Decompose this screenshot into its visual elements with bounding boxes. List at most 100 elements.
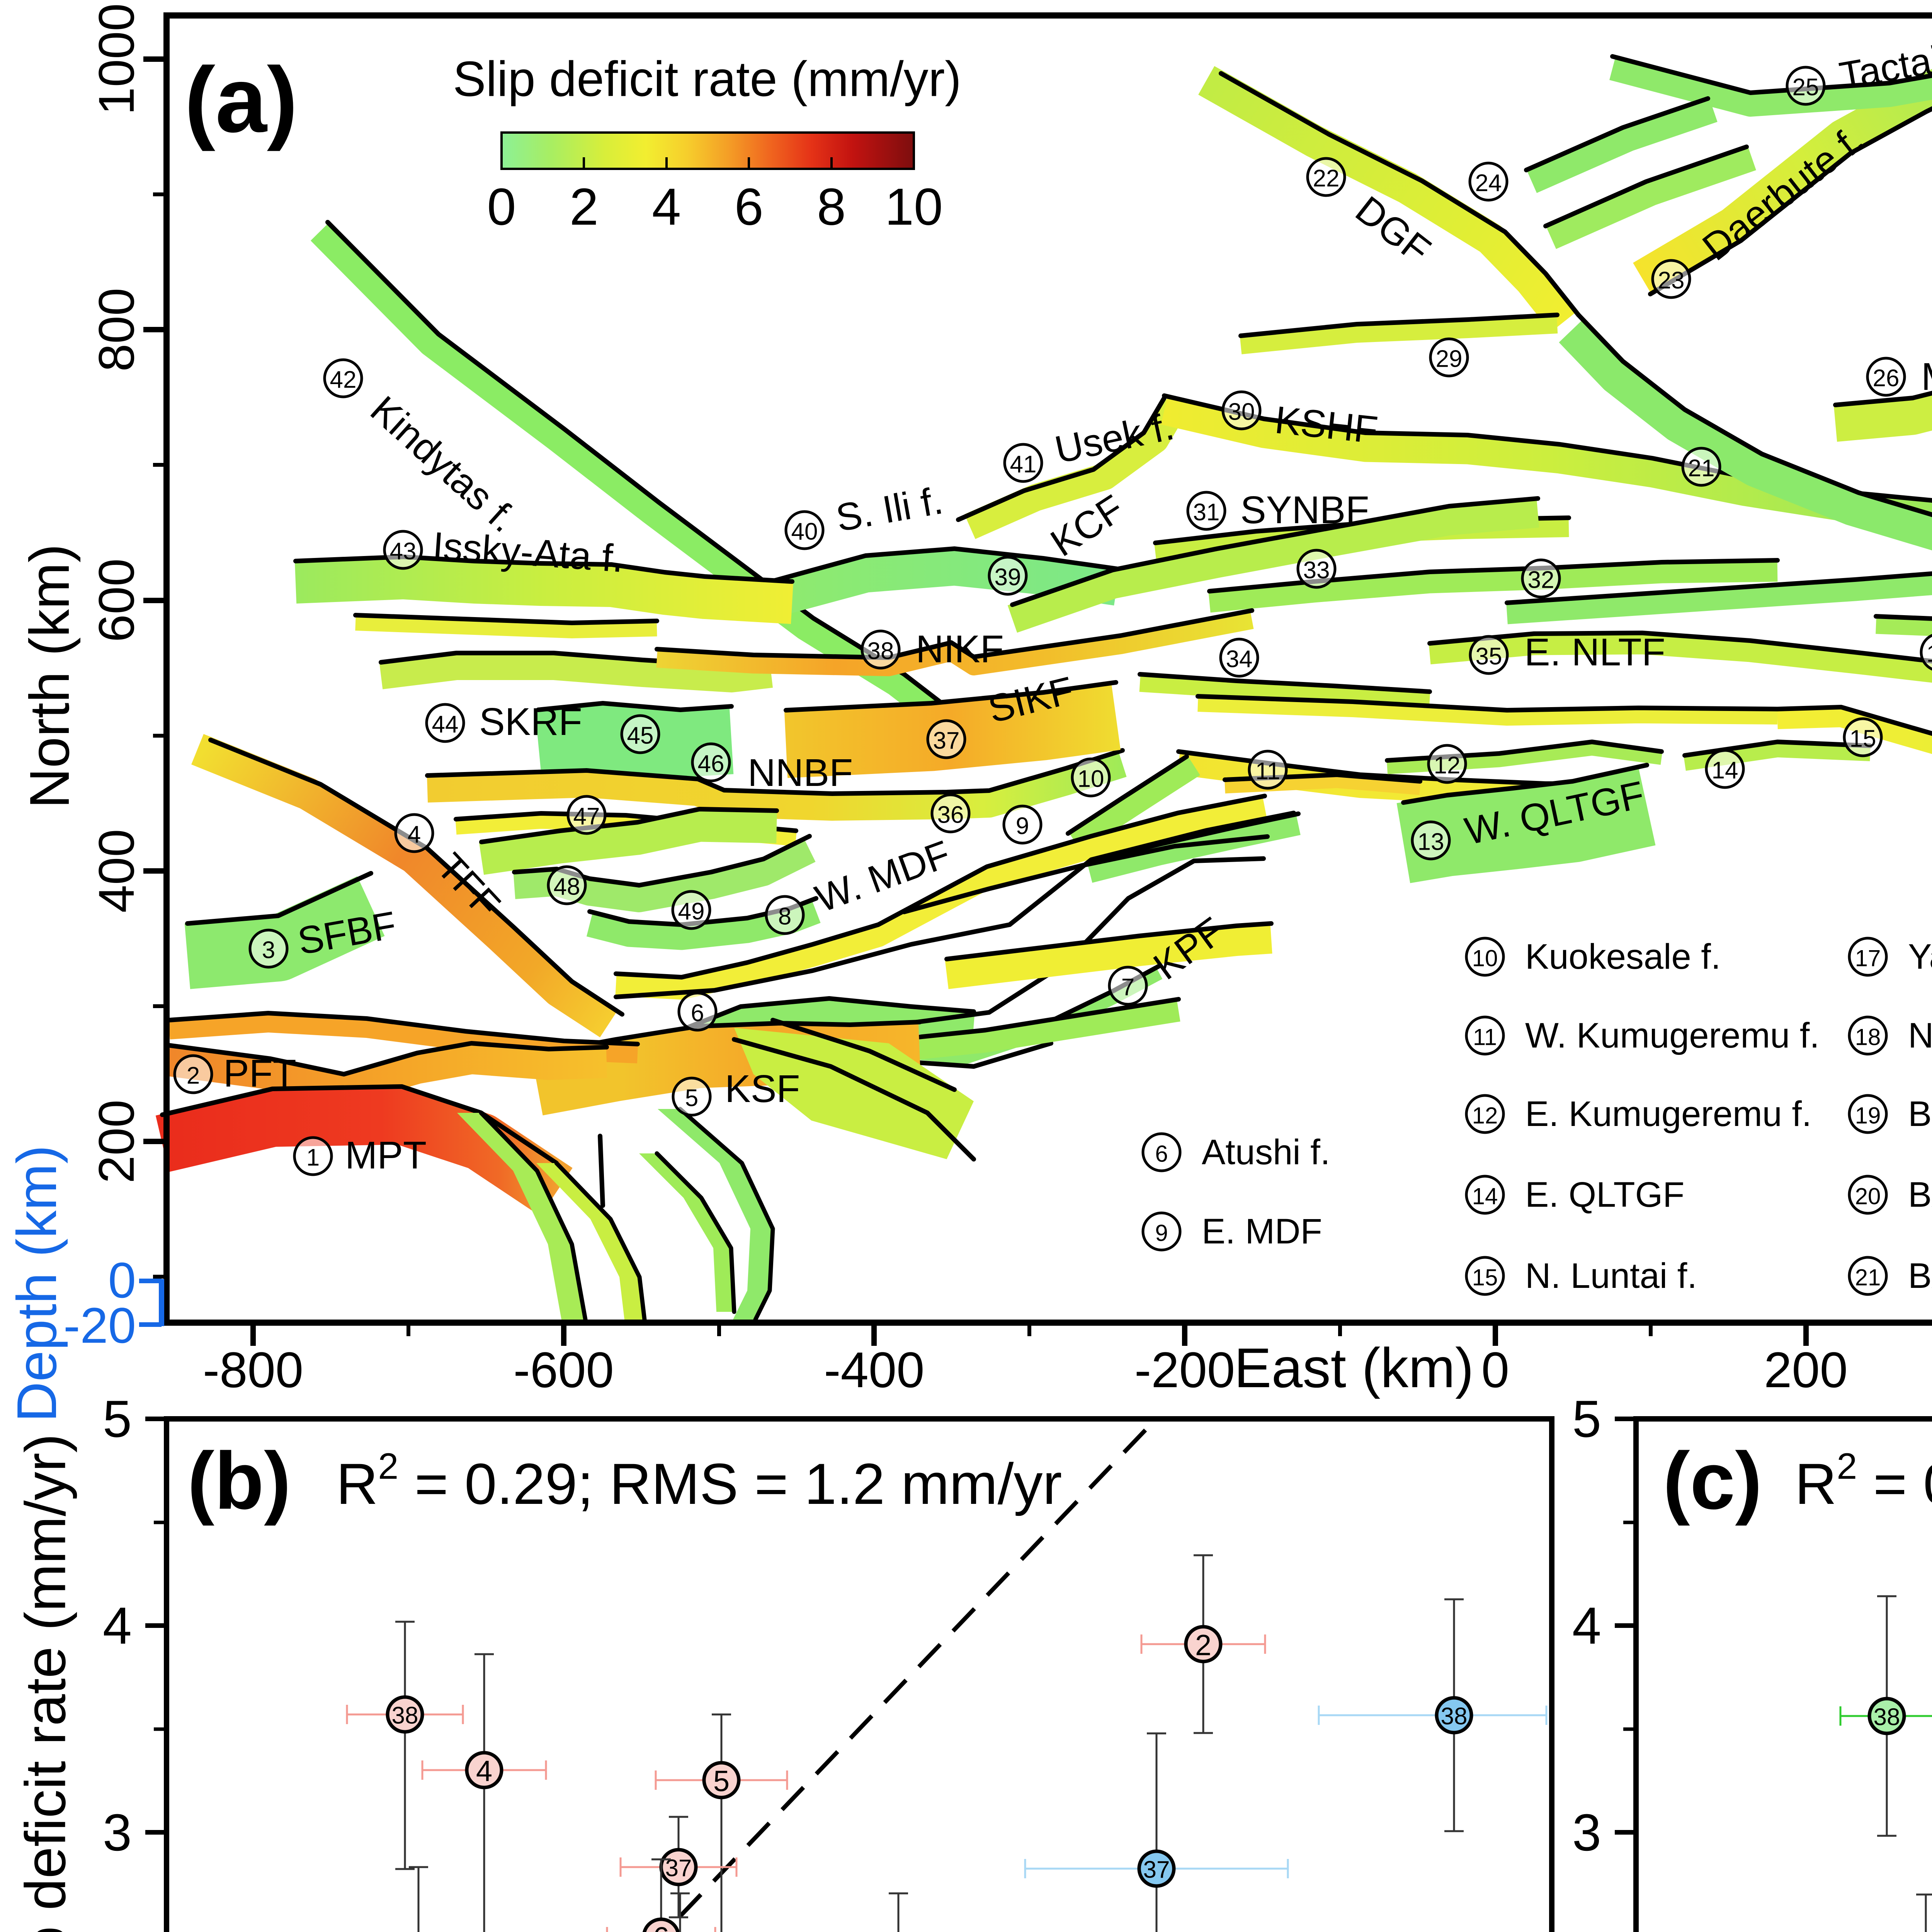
svg-text:7: 7 [1121, 974, 1134, 1001]
svg-text:15: 15 [1472, 1265, 1498, 1291]
svg-text:E. MDF: E. MDF [1202, 1212, 1322, 1251]
svg-text:38: 38 [867, 638, 894, 665]
svg-text:10: 10 [885, 178, 943, 236]
svg-text:3: 3 [103, 1803, 132, 1862]
svg-text:22: 22 [1313, 165, 1340, 192]
svg-text:13: 13 [1418, 829, 1444, 855]
svg-text:34: 34 [1226, 646, 1253, 673]
svg-text:SKRF: SKRF [479, 700, 582, 743]
svg-text:14: 14 [1712, 757, 1738, 784]
svg-text:E. NLTF: E. NLTF [1524, 631, 1665, 674]
svg-text:-600: -600 [514, 1342, 614, 1398]
svg-text:East (km): East (km) [1234, 1337, 1474, 1399]
svg-text:NNBF: NNBF [748, 751, 853, 794]
svg-text:38: 38 [392, 1702, 418, 1729]
svg-text:48: 48 [554, 874, 580, 900]
svg-text:21: 21 [1855, 1265, 1881, 1291]
svg-text:3: 3 [262, 937, 275, 964]
svg-text:25: 25 [1793, 74, 1819, 101]
svg-text:6: 6 [653, 1922, 669, 1932]
svg-text:Kuokesale f.: Kuokesale f. [1525, 937, 1721, 976]
svg-text:R2 = 0.60; RMS = 0.9 mm/yr: R2 = 0.60; RMS = 0.9 mm/yr [1795, 1446, 1932, 1516]
svg-text:BAF₁: BAF₁ [1908, 1175, 1932, 1214]
svg-text:5: 5 [1572, 1390, 1601, 1448]
svg-text:39: 39 [995, 564, 1021, 591]
svg-text:43: 43 [390, 538, 417, 565]
svg-text:5: 5 [685, 1085, 698, 1112]
svg-text:6: 6 [735, 178, 764, 236]
svg-text:SYNBF: SYNBF [1240, 488, 1369, 532]
svg-text:MPT: MPT [345, 1134, 427, 1177]
svg-text:-20: -20 [63, 1297, 136, 1354]
svg-text:6: 6 [691, 1000, 704, 1027]
svg-text:400: 400 [88, 829, 145, 913]
svg-text:30: 30 [1228, 399, 1255, 425]
svg-text:44: 44 [432, 711, 459, 738]
svg-text:1: 1 [306, 1145, 320, 1171]
svg-text:19: 19 [1927, 641, 1932, 667]
svg-text:46: 46 [698, 751, 724, 777]
svg-text:1000: 1000 [88, 3, 145, 115]
svg-text:-200: -200 [1134, 1342, 1235, 1398]
svg-text:0: 0 [108, 1252, 136, 1308]
svg-text:4: 4 [1572, 1597, 1601, 1655]
svg-text:0: 0 [1481, 1342, 1509, 1398]
svg-text:18: 18 [1855, 1024, 1881, 1050]
svg-text:26: 26 [1873, 365, 1900, 392]
svg-text:10: 10 [1078, 766, 1104, 793]
svg-text:14: 14 [1472, 1184, 1498, 1209]
svg-text:35: 35 [1476, 643, 1502, 670]
svg-text:4: 4 [652, 178, 681, 236]
svg-text:15: 15 [1850, 726, 1876, 752]
svg-text:4: 4 [103, 1597, 132, 1655]
svg-text:Atushi f.: Atushi f. [1202, 1133, 1330, 1172]
svg-text:600: 600 [88, 558, 145, 642]
svg-text:Depth (km): Depth (km) [5, 1145, 68, 1422]
svg-text:23: 23 [1658, 267, 1685, 294]
svg-text:KSHF: KSHF [1273, 398, 1380, 452]
svg-text:Depth-averaged slip deficit ra: Depth-averaged slip deficit rate (mm/yr) [14, 1434, 78, 1932]
svg-text:2: 2 [1195, 1629, 1211, 1662]
svg-text:11: 11 [1473, 1024, 1497, 1050]
svg-text:42: 42 [330, 367, 357, 393]
svg-text:33: 33 [1303, 557, 1330, 584]
svg-text:(a): (a) [184, 48, 298, 151]
svg-text:W. Kumugeremu f.: W. Kumugeremu f. [1525, 1016, 1820, 1055]
svg-text:200: 200 [88, 1100, 145, 1184]
svg-text:2: 2 [570, 178, 599, 236]
svg-text:19: 19 [1855, 1103, 1881, 1129]
svg-text:BAF₂: BAF₂ [1908, 1256, 1932, 1296]
svg-text:37: 37 [933, 728, 960, 754]
svg-text:N. Luntai f.: N. Luntai f. [1525, 1256, 1697, 1296]
svg-text:37: 37 [1143, 1857, 1170, 1883]
svg-text:32: 32 [1528, 567, 1554, 594]
svg-text:Yanqi f.: Yanqi f. [1908, 937, 1932, 976]
svg-text:38: 38 [1441, 1703, 1468, 1730]
svg-text:6: 6 [1155, 1141, 1168, 1167]
svg-text:40: 40 [791, 519, 818, 545]
svg-text:9: 9 [1155, 1220, 1168, 1246]
svg-text:8: 8 [817, 178, 846, 236]
svg-text:PFT: PFT [223, 1052, 296, 1095]
svg-text:R2 = 0.29; RMS = 1.2 mm/yr: R2 = 0.29; RMS = 1.2 mm/yr [336, 1446, 1062, 1516]
svg-text:3: 3 [1572, 1803, 1601, 1862]
svg-text:12: 12 [1472, 1103, 1498, 1129]
svg-text:E. Kumugeremu f.: E. Kumugeremu f. [1525, 1094, 1811, 1134]
svg-text:4: 4 [408, 821, 421, 848]
svg-text:2: 2 [187, 1063, 200, 1089]
svg-text:Baoertu f.: Baoertu f. [1908, 1094, 1932, 1134]
svg-text:41: 41 [1010, 451, 1037, 478]
svg-text:-400: -400 [824, 1342, 924, 1398]
svg-text:8: 8 [778, 903, 791, 930]
svg-text:KSF: KSF [725, 1067, 800, 1111]
svg-text:200: 200 [1764, 1342, 1848, 1398]
svg-text:E. QLTGF: E. QLTGF [1525, 1175, 1684, 1214]
svg-text:20: 20 [1855, 1184, 1881, 1209]
svg-text:38: 38 [1874, 1704, 1900, 1731]
svg-text:(c): (c) [1663, 1435, 1762, 1526]
svg-text:9: 9 [1016, 813, 1029, 840]
svg-text:NIKF: NIKF [916, 628, 1004, 671]
svg-text:-800: -800 [203, 1342, 303, 1398]
svg-text:24: 24 [1475, 170, 1502, 197]
svg-text:10: 10 [1472, 946, 1498, 971]
